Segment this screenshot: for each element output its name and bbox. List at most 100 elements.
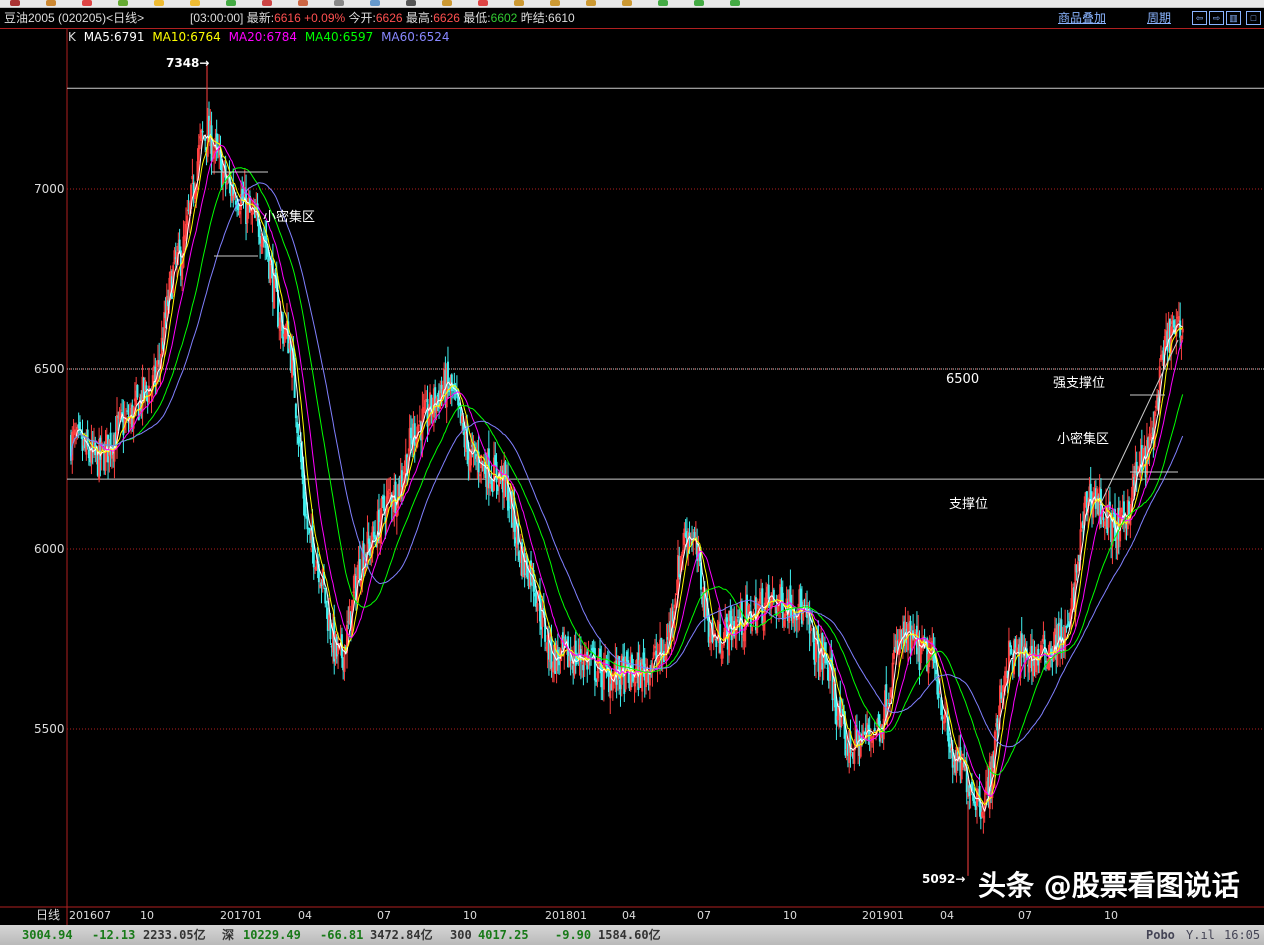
toolbar-icon[interactable] <box>82 0 92 6</box>
toolbar-icon[interactable] <box>406 0 416 6</box>
candle-body <box>430 395 433 415</box>
candle-body <box>936 680 939 695</box>
candle-body <box>622 658 625 661</box>
toolbar-icon[interactable] <box>226 0 236 6</box>
candle-body <box>1032 653 1035 676</box>
candle-body <box>945 711 948 715</box>
candle-body <box>1117 507 1120 540</box>
candle-body <box>642 652 645 665</box>
toolbar-icon[interactable] <box>262 0 272 6</box>
candle-body <box>1001 698 1004 700</box>
scroll-right-button[interactable]: ⇨ <box>1209 11 1224 25</box>
candle-body <box>1000 692 1003 699</box>
candle-body <box>569 651 572 661</box>
candle-body <box>846 743 849 756</box>
candle-body <box>76 426 79 431</box>
candle-body <box>508 506 511 508</box>
candle-body <box>1073 586 1076 610</box>
candle-body <box>904 621 907 641</box>
candle-body <box>90 440 93 463</box>
candle-body <box>1037 648 1040 666</box>
candle-body <box>674 598 677 608</box>
candle-body <box>726 624 729 650</box>
panel-button[interactable]: ▥ <box>1226 11 1241 25</box>
candle-body <box>740 601 743 635</box>
candle-body <box>1120 507 1123 513</box>
candle-body <box>844 722 847 756</box>
candle-body <box>699 562 702 590</box>
toolbar-icon[interactable] <box>622 0 632 6</box>
candle-body <box>652 652 655 659</box>
candle-body <box>1131 473 1134 498</box>
scroll-left-button[interactable]: ⇦ <box>1192 11 1207 25</box>
toolbar-icon[interactable] <box>154 0 164 6</box>
period-link[interactable]: 周期 <box>1147 11 1172 25</box>
candle-body <box>521 542 524 577</box>
candle-body <box>722 632 725 646</box>
candle-body <box>259 235 262 244</box>
toolbar-icon[interactable] <box>46 0 56 6</box>
x-tick-label: 10 <box>1104 909 1118 922</box>
candle-body <box>315 560 318 571</box>
candle-body <box>522 549 525 577</box>
x-tick-label: 10 <box>783 909 797 922</box>
candle-body <box>179 250 182 276</box>
overlay-link[interactable]: 商品叠加 <box>1058 11 1107 25</box>
candle-body <box>294 403 297 419</box>
toolbar-icon[interactable] <box>442 0 452 6</box>
candle-body <box>683 528 686 545</box>
candle-body <box>1074 563 1077 617</box>
candle-body <box>197 145 200 163</box>
toolbar-icon[interactable] <box>586 0 596 6</box>
candle-body <box>1050 648 1053 655</box>
candle-body <box>848 729 851 763</box>
toolbar-icon[interactable] <box>298 0 308 6</box>
toolbar-icon[interactable] <box>550 0 560 6</box>
candle-body <box>78 421 81 430</box>
candle-body <box>530 560 533 586</box>
toolbar-icon[interactable] <box>118 0 128 6</box>
toolbar-icon[interactable] <box>730 0 740 6</box>
candle-body <box>725 617 728 622</box>
toolbar-icon[interactable] <box>10 0 20 6</box>
toolbar-icon[interactable] <box>334 0 344 6</box>
candle-body <box>119 409 122 411</box>
candle-body <box>651 663 654 672</box>
candle-body <box>1112 513 1115 515</box>
toolbar-icon[interactable] <box>514 0 524 6</box>
candle-body <box>837 703 840 719</box>
candle-body <box>305 514 308 516</box>
candle-body <box>440 384 443 394</box>
candle-body <box>593 648 596 681</box>
candle-body <box>360 578 363 587</box>
toolbar-icon[interactable] <box>370 0 380 6</box>
candle-body <box>862 730 865 739</box>
candle-body <box>1170 326 1173 355</box>
candle-body <box>319 584 322 588</box>
maximize-button[interactable]: □ <box>1246 11 1261 25</box>
candle-body <box>291 350 294 378</box>
candle-body <box>273 272 276 309</box>
candle-body <box>1176 316 1179 319</box>
toolbar-icon[interactable] <box>658 0 668 6</box>
kline-chart[interactable]: 7000 6500 6000 5500 日线 201607 10 201701 04 07 10 20… <box>0 0 1264 925</box>
candle-body <box>306 516 309 530</box>
toolbar-icon[interactable] <box>694 0 704 6</box>
toolbar-icon[interactable] <box>478 0 488 6</box>
toolbar-icon[interactable] <box>190 0 200 6</box>
candle-body <box>266 246 269 257</box>
candle-body <box>427 418 430 426</box>
candle-body <box>536 603 539 612</box>
candle-body <box>876 719 879 727</box>
candle-body <box>114 432 117 447</box>
candle-body <box>781 592 784 620</box>
candle-body <box>1144 447 1147 478</box>
candle-body <box>1005 672 1008 674</box>
candle-body <box>881 726 884 733</box>
candle-body <box>389 492 392 494</box>
candle-body <box>708 636 711 644</box>
candle-body <box>186 215 189 226</box>
candle-body <box>219 149 222 156</box>
candle-body <box>869 736 872 740</box>
candle-body <box>797 615 800 619</box>
